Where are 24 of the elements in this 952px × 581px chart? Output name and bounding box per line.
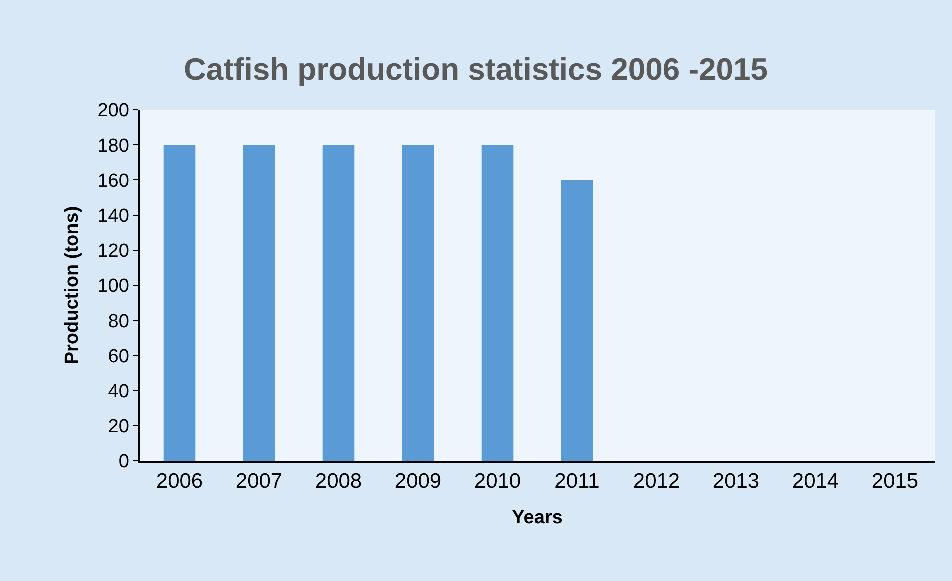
y-tick-label: 180 xyxy=(98,136,130,157)
chart-title: Catfish production statistics 2006 -2015 xyxy=(184,52,768,87)
x-tick-label: 2009 xyxy=(394,470,442,493)
y-tick-label: 120 xyxy=(98,241,130,262)
x-tick-label: 2011 xyxy=(554,470,600,493)
y-tick-label: 200 xyxy=(98,100,130,122)
y-tick-label: 100 xyxy=(98,276,130,298)
x-axis-title: Years xyxy=(512,507,563,528)
y-tick-label: 160 xyxy=(98,170,130,192)
y-tick-label: 40 xyxy=(108,381,130,402)
y-tick-label: 60 xyxy=(108,346,130,368)
y-axis-title: Production (tons) xyxy=(62,206,84,365)
x-tick-label: 2013 xyxy=(712,470,760,493)
x-tick-label: 2012 xyxy=(633,470,680,493)
x-tick-label: 2014 xyxy=(792,470,840,493)
y-tick-label: 0 xyxy=(118,452,130,473)
y-tick-label: 140 xyxy=(98,206,130,227)
x-tick-label: 2008 xyxy=(315,470,362,493)
x-tick-label: 2006 xyxy=(156,470,204,493)
x-tick-label: 2015 xyxy=(872,470,919,493)
y-tick-label: 20 xyxy=(108,416,130,438)
x-tick-label: 2010 xyxy=(474,470,522,493)
y-tick-label: 80 xyxy=(108,311,130,332)
x-tick-label: 2007 xyxy=(236,470,283,493)
